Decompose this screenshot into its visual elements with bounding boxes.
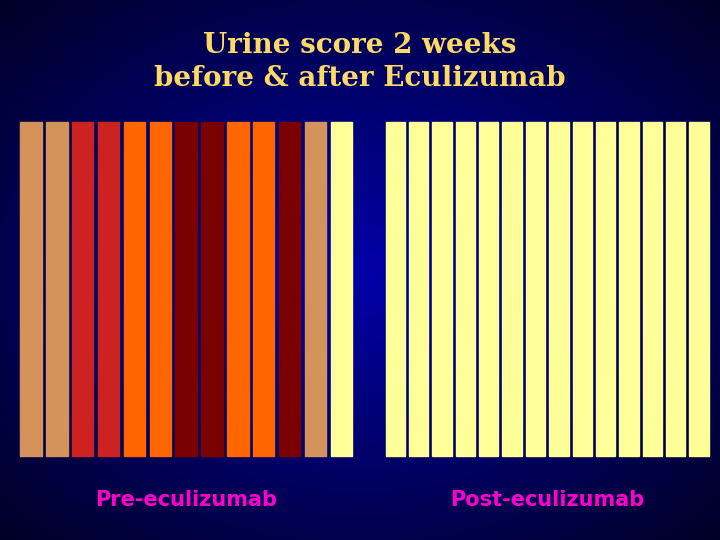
Bar <box>253 122 274 456</box>
Bar <box>456 122 475 456</box>
Bar <box>20 122 42 456</box>
Bar <box>549 122 569 456</box>
Bar <box>409 122 428 456</box>
Bar <box>72 122 94 456</box>
Text: Pre-eculizumab: Pre-eculizumab <box>95 489 277 510</box>
Bar <box>201 122 222 456</box>
Bar <box>46 122 68 456</box>
Bar <box>150 122 171 456</box>
Bar <box>227 122 248 456</box>
Bar <box>432 122 451 456</box>
Bar <box>124 122 145 456</box>
Text: Urine score 2 weeks
before & after Eculizumab: Urine score 2 weeks before & after Eculi… <box>154 32 566 92</box>
Bar <box>330 122 352 456</box>
Bar <box>479 122 498 456</box>
Bar <box>176 122 197 456</box>
Bar <box>386 122 405 456</box>
Bar <box>526 122 545 456</box>
Bar <box>643 122 662 456</box>
Bar <box>279 122 300 456</box>
Bar <box>503 122 522 456</box>
Bar <box>305 122 326 456</box>
Bar <box>666 122 685 456</box>
Bar <box>98 122 120 456</box>
Bar <box>572 122 592 456</box>
Bar <box>596 122 616 456</box>
Text: Post-eculizumab: Post-eculizumab <box>450 489 644 510</box>
Bar <box>619 122 639 456</box>
Bar <box>690 122 708 456</box>
